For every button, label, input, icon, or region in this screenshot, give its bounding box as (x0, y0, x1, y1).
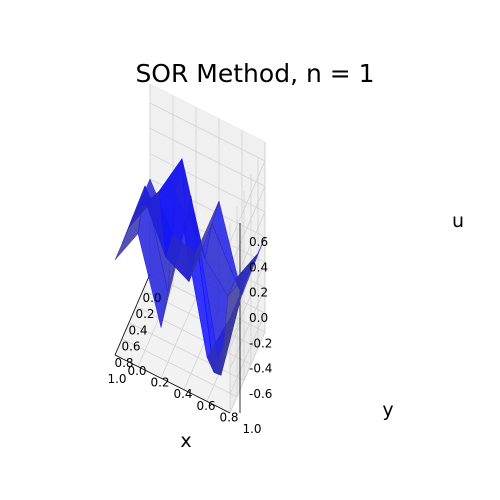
x-tick-label: 0.0 (142, 291, 161, 305)
z-tick-label: -0.6 (249, 387, 272, 401)
x-tick-label: 0.4 (128, 323, 147, 337)
chart-title: SOR Method, n = 1 (135, 59, 374, 88)
y-tick-label: 0.8 (219, 410, 238, 424)
z-tick-label: 0.2 (249, 286, 268, 300)
z-tick-label: 0.4 (249, 260, 268, 274)
x-tick-label: 0.2 (135, 307, 154, 321)
y-tick-label: 1.0 (242, 422, 261, 436)
x-tick-label: 1.0 (107, 372, 126, 386)
y-tick-label: 0.4 (173, 387, 192, 401)
y-tick-label: 0.0 (127, 364, 146, 378)
z-tick-label: 0.0 (249, 311, 268, 325)
z-axis-label: u (452, 210, 464, 232)
y-tick-label: 0.6 (196, 399, 215, 413)
z-tick-label: -0.4 (249, 362, 272, 376)
x-axis-label: x (180, 430, 191, 452)
y-axis-label: y (382, 399, 393, 421)
z-tick-label: -0.2 (249, 336, 272, 350)
z-tick-label: 0.6 (249, 235, 268, 249)
y-tick-label: 0.2 (150, 376, 169, 390)
x-tick-label: 0.6 (121, 340, 140, 354)
